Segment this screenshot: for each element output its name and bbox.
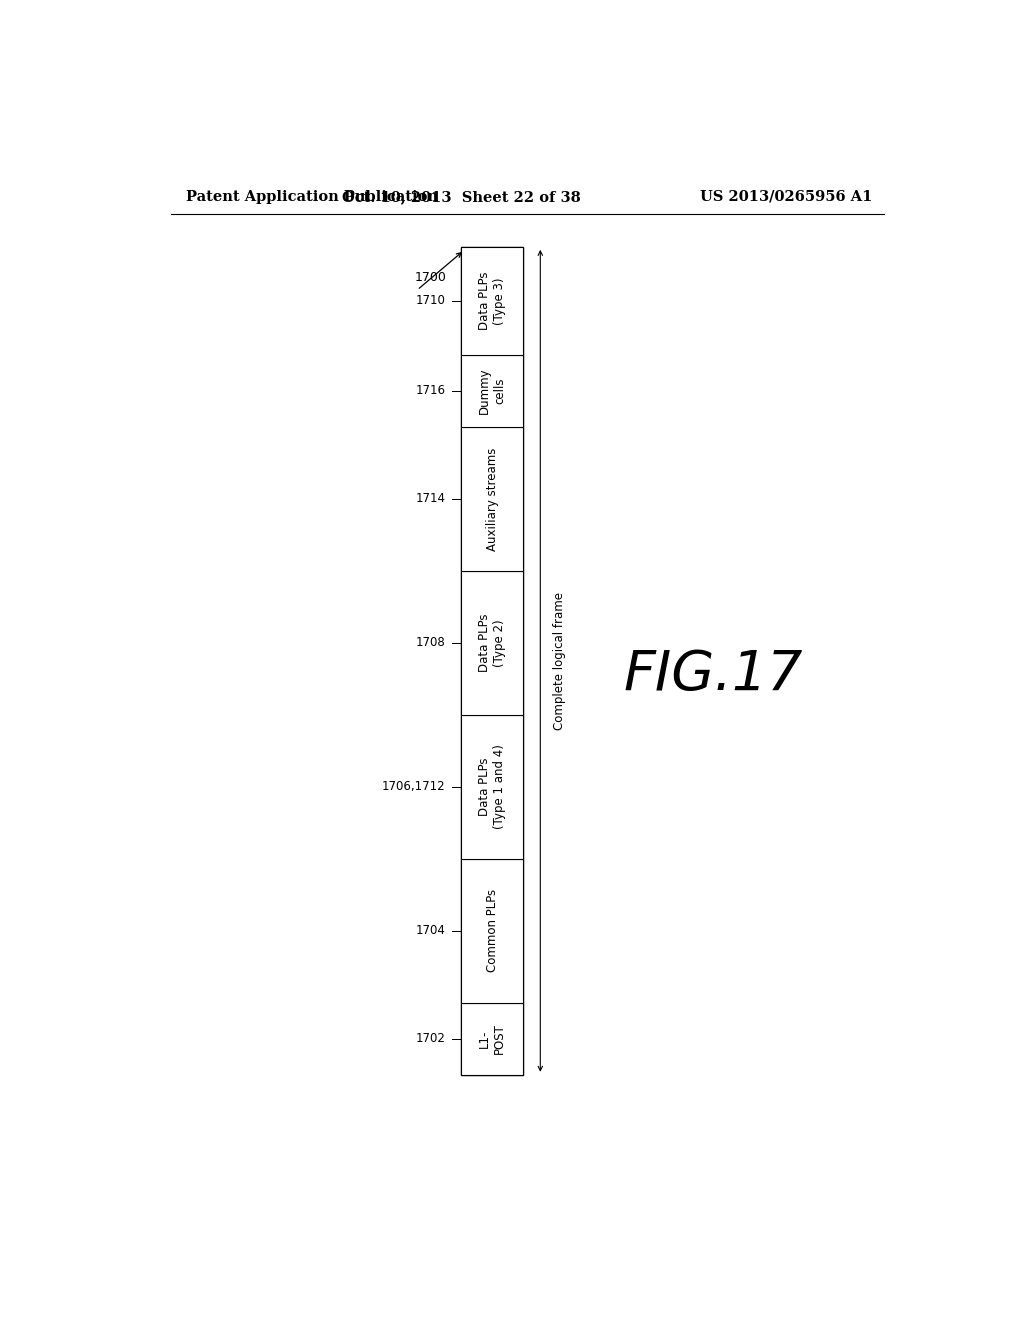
Text: Patent Application Publication: Patent Application Publication	[186, 190, 438, 203]
Bar	[461, 247, 523, 1074]
Text: Data PLPs
(Type 3): Data PLPs (Type 3)	[478, 272, 506, 330]
Bar	[461, 859, 523, 1003]
Text: Dummy
cells: Dummy cells	[478, 367, 506, 414]
Text: 1714: 1714	[416, 492, 445, 506]
Text: Auxiliary streams: Auxiliary streams	[485, 447, 499, 550]
Bar	[461, 355, 523, 426]
Bar	[461, 570, 523, 715]
Text: Data PLPs
(Type 1 and 4): Data PLPs (Type 1 and 4)	[478, 744, 506, 829]
Text: FIG.17: FIG.17	[624, 648, 803, 701]
Bar	[461, 715, 523, 859]
Bar	[461, 1003, 523, 1074]
Text: Complete logical frame: Complete logical frame	[553, 591, 565, 730]
Text: Oct. 10, 2013  Sheet 22 of 38: Oct. 10, 2013 Sheet 22 of 38	[342, 190, 581, 203]
Bar	[461, 247, 523, 355]
Text: 1710: 1710	[416, 294, 445, 308]
Text: US 2013/0265956 A1: US 2013/0265956 A1	[699, 190, 872, 203]
Text: 1716: 1716	[416, 384, 445, 397]
Text: 1706,1712: 1706,1712	[382, 780, 445, 793]
Text: L1-
POST: L1- POST	[478, 1023, 506, 1055]
Bar	[461, 426, 523, 570]
Text: 1702: 1702	[416, 1032, 445, 1045]
Text: 1700: 1700	[415, 271, 446, 284]
Text: 1708: 1708	[416, 636, 445, 649]
Text: Common PLPs: Common PLPs	[485, 890, 499, 973]
Text: Data PLPs
(Type 2): Data PLPs (Type 2)	[478, 614, 506, 672]
Text: 1704: 1704	[416, 924, 445, 937]
